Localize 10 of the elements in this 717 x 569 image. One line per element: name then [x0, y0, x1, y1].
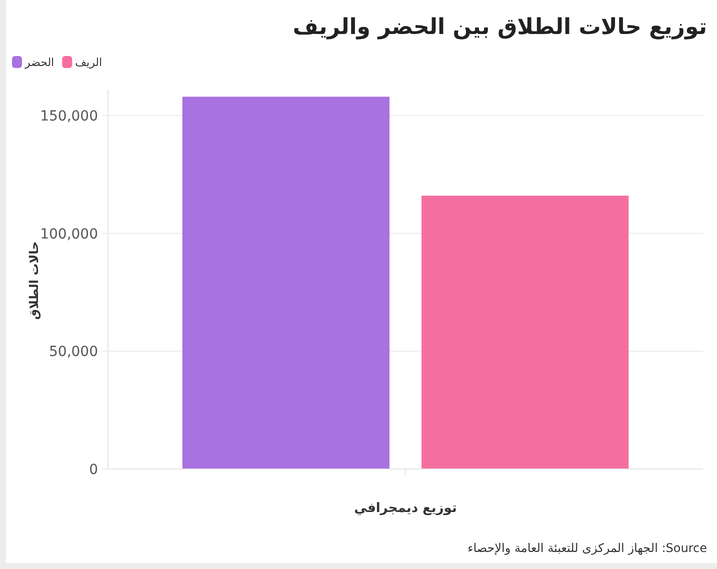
- y-axis-title: حالات الطلاق: [27, 241, 41, 320]
- chart-title: توزيع حالات الطلاق بين الحضر والريف: [292, 15, 707, 40]
- source-note: Source: الجهاز المركزى للتعبئة العامة والإحصاء: [468, 541, 707, 555]
- legend-label: الحضر: [24, 56, 54, 69]
- y-tick-label: 50,000: [49, 344, 98, 360]
- y-tick-label: 0: [89, 462, 98, 478]
- legend-label: الريف: [75, 56, 102, 69]
- y-tick-label: 150,000: [40, 108, 98, 125]
- y-tick-label: 100,000: [40, 226, 98, 242]
- x-axis-title: توزيع ديمجرافي: [354, 501, 457, 516]
